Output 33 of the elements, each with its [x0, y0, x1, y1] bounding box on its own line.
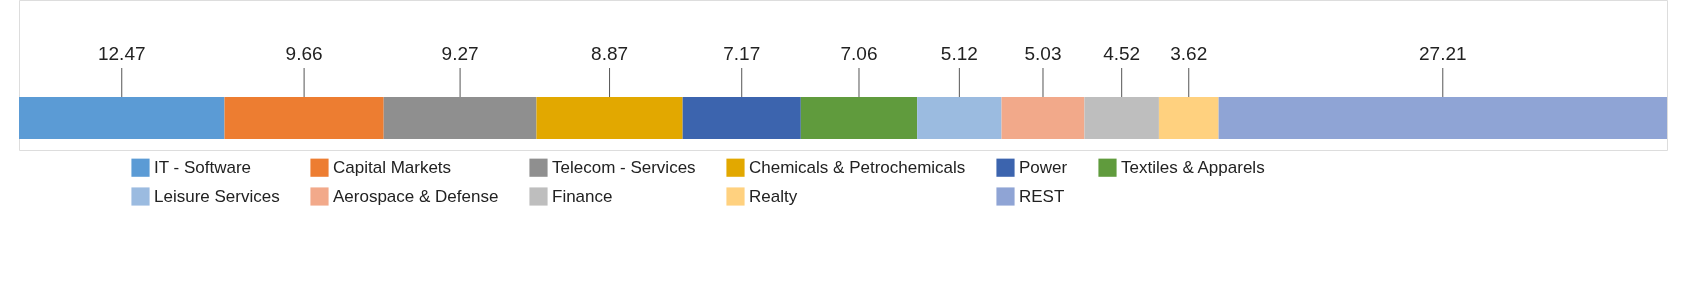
legend-label: IT - Software — [154, 157, 251, 177]
data-label: 12.47 — [97, 43, 146, 64]
bar — [536, 97, 683, 139]
bar — [682, 97, 801, 139]
data-label: 5.03 — [1024, 43, 1062, 64]
data-label: 9.66 — [285, 43, 323, 64]
bar — [1158, 97, 1219, 139]
bar — [1001, 97, 1085, 139]
data-label: 9.27 — [441, 43, 479, 64]
data-label: 4.52 — [1103, 43, 1141, 64]
bar — [917, 97, 1002, 139]
legend-label: Telecom - Services — [552, 157, 696, 177]
legend-label: Textiles & Apparels — [1121, 157, 1265, 177]
data-label: 5.12 — [940, 43, 978, 64]
bar — [383, 97, 537, 139]
legend-label: Leisure Services — [154, 186, 280, 206]
data-label: 8.87 — [591, 43, 629, 64]
bar — [19, 97, 225, 139]
legend-label: Aerospace & Defense — [333, 186, 499, 206]
data-label: 27.21 — [1419, 43, 1467, 64]
legend-label: REST — [1019, 186, 1065, 206]
legend-label: Power — [1019, 157, 1068, 177]
data-label: 3.62 — [1170, 43, 1208, 64]
legend-label: Chemicals & Petrochemicals — [749, 157, 966, 177]
data-label: 7.17 — [723, 43, 761, 64]
bar — [1218, 97, 1667, 139]
bar — [224, 97, 384, 139]
legend-label: Capital Markets — [333, 157, 452, 177]
legend-label: Realty — [749, 186, 798, 206]
legend-label: Finance — [552, 186, 613, 206]
bar — [800, 97, 918, 139]
bar — [1084, 97, 1159, 139]
data-label: 7.06 — [840, 43, 878, 64]
